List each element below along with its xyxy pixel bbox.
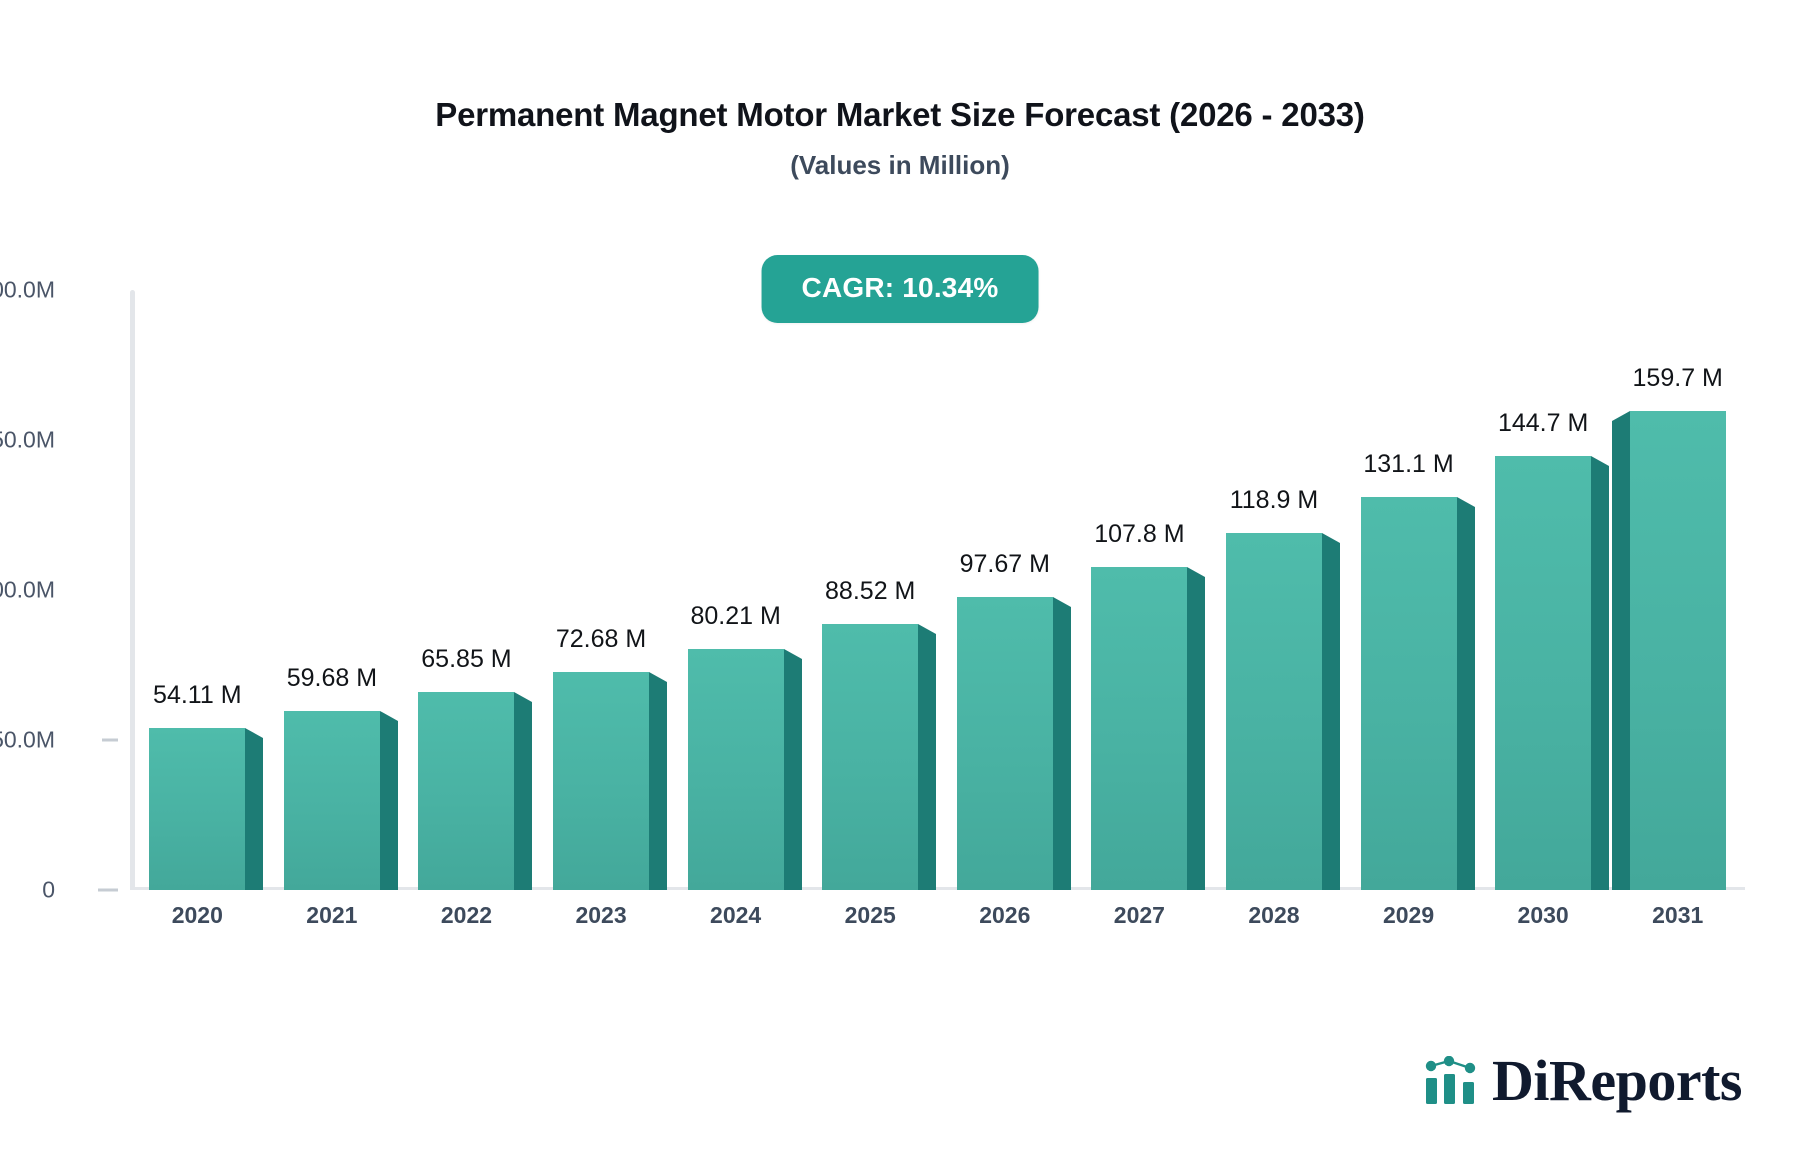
bar-value-label: 107.8 M — [1094, 519, 1185, 548]
y-axis-tick-mark — [102, 738, 118, 742]
bar-value-label: 97.67 M — [959, 550, 1050, 578]
bar-front-face — [1360, 496, 1457, 890]
chart-subtitle: (Values in Million) — [790, 149, 1010, 180]
bar-value-label: 59.68 M — [286, 663, 378, 692]
bar-top-bevel — [1187, 566, 1206, 577]
x-axis-tick-label: 2022 — [440, 902, 493, 928]
bar-front-face — [956, 597, 1053, 890]
bar-top-bevel — [379, 710, 398, 721]
bar-front-face — [1495, 455, 1592, 890]
cagr-badge: CAGR: 10.34% — [761, 255, 1039, 323]
x-axis-line — [130, 887, 1745, 890]
bar-top-bevel — [1456, 496, 1475, 507]
bar-side-face — [245, 737, 264, 890]
bar-value-label: 72.68 M — [555, 624, 647, 653]
y-axis-tick-label: 200.0M — [0, 276, 55, 303]
bar-2030[interactable]: 144.7 M — [1495, 409, 1610, 890]
y-axis-tick-label: 50.0M — [0, 726, 55, 753]
bar-side-face — [1321, 543, 1340, 890]
bar-2024[interactable]: 80.21 M — [687, 602, 802, 890]
bar-front-face — [1091, 566, 1188, 890]
plot-area: 54.11 M 59.68 M 65.85 M 72.68 M 80.21 M 88.52… — [0, 277, 1745, 928]
bar-front-face — [418, 692, 515, 890]
bar-2026[interactable]: 97.67 M — [956, 550, 1071, 890]
x-axis-tick-label: 2020 — [171, 902, 223, 928]
chart-header: Permanent Magnet Motor Market Size Forec… — [0, 96, 1800, 181]
bar-2022[interactable]: 65.85 M — [418, 645, 533, 890]
bar-side-face — [1591, 465, 1610, 890]
x-axis-tick-label: 2027 — [1113, 902, 1165, 928]
bar-side-face — [514, 702, 533, 890]
x-axis-tick-label: 2021 — [306, 902, 358, 928]
bar-side-face — [1052, 607, 1071, 890]
bar-side-face — [649, 681, 668, 890]
bar-value-label: 118.9 M — [1229, 486, 1319, 515]
bar-value-label: 54.11 M — [153, 680, 242, 709]
bar-2031[interactable]: 159.7 M — [1611, 364, 1726, 890]
bar-2020[interactable]: 54.11 M — [149, 681, 264, 890]
y-axis-tick-label: 0 — [42, 876, 55, 903]
direports-logo: DiReports — [1424, 1048, 1743, 1113]
bar-top-bevel — [649, 671, 668, 682]
bar-2025[interactable]: 88.52 M — [822, 577, 937, 890]
bar-2021[interactable]: 59.68 M — [283, 664, 398, 890]
bar-front-face — [1629, 410, 1726, 890]
bar-2027[interactable]: 107.8 M — [1091, 520, 1206, 890]
bar-2028[interactable]: 118.9 M — [1225, 486, 1340, 890]
x-axis-tick-label: 2023 — [575, 902, 627, 928]
x-axis-tick-label: 2030 — [1517, 902, 1569, 928]
bar-side-face — [1187, 576, 1206, 890]
bar-front-face — [687, 649, 784, 890]
x-axis-tick-label: 2028 — [1248, 902, 1300, 928]
y-axis-tick-mark — [98, 888, 118, 892]
bar-front-face — [822, 624, 919, 890]
bar-value-label: 88.52 M — [825, 577, 916, 606]
page-title: Permanent Magnet Motor Market Size Forec… — [435, 96, 1365, 133]
y-axis-tick-label: 100.0M — [0, 576, 55, 603]
bar-side-face — [379, 720, 398, 890]
bar-2029[interactable]: 131.1 M — [1360, 450, 1475, 890]
bar-series: 54.11 M 59.68 M 65.85 M 72.68 M 80.21 M 88.52… — [130, 290, 1745, 890]
x-axis-tick-label: 2025 — [844, 902, 896, 928]
bar-value-label: 65.85 M — [421, 645, 512, 674]
x-axis-tick-label: 2026 — [979, 902, 1031, 928]
bar-side-face — [1611, 420, 1630, 890]
bar-side-face — [783, 659, 802, 890]
bar-top-bevel — [1591, 455, 1610, 466]
bar-value-label: 144.7 M — [1497, 408, 1589, 437]
bar-top-bevel — [514, 692, 533, 703]
bar-top-bevel — [245, 727, 264, 738]
bar-value-label: 80.21 M — [690, 602, 781, 631]
bar-side-face — [918, 634, 937, 890]
bar-value-label: 131.1 M — [1363, 449, 1454, 478]
x-axis-tick-label: 2024 — [710, 902, 762, 928]
bar-top-bevel — [1611, 410, 1630, 421]
bar-front-face — [149, 727, 246, 890]
logo-text: DiReports — [1491, 1048, 1743, 1113]
bar-top-bevel — [783, 649, 802, 660]
bar-value-label: 159.7 M — [1632, 363, 1723, 392]
bar-front-face — [283, 710, 380, 890]
bar-2023[interactable]: 72.68 M — [553, 625, 668, 890]
bar-front-face — [1225, 533, 1322, 890]
bar-top-bevel — [918, 624, 937, 635]
x-axis-tick-label: 2029 — [1382, 902, 1435, 928]
bar-side-face — [1456, 506, 1475, 890]
y-axis-line — [130, 290, 135, 890]
bar-top-bevel — [1321, 533, 1340, 544]
y-axis-tick-label: 150.0M — [0, 426, 55, 453]
bar-chart-dots-icon — [1425, 1056, 1476, 1104]
bar-top-bevel — [1052, 597, 1071, 607]
x-axis-tick-label: 2031 — [1652, 902, 1704, 928]
bar-front-face — [553, 671, 650, 890]
